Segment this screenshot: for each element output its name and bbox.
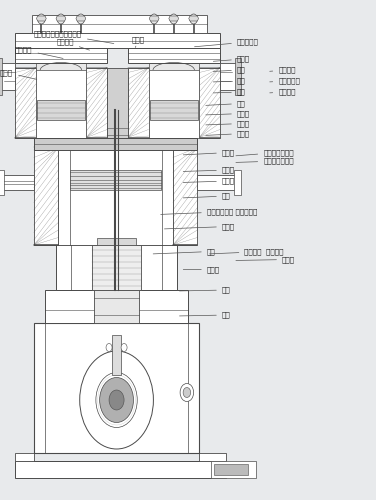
Polygon shape	[36, 16, 46, 21]
Polygon shape	[0, 62, 15, 90]
Polygon shape	[0, 58, 2, 95]
Circle shape	[109, 390, 124, 410]
Polygon shape	[32, 15, 207, 32]
Text: 开口销: 开口销	[236, 256, 295, 263]
Circle shape	[183, 388, 191, 398]
Bar	[86, 68, 107, 138]
Polygon shape	[112, 335, 121, 375]
Bar	[199, 68, 220, 138]
Text: 视油窗: 视油窗	[183, 266, 220, 273]
Polygon shape	[15, 461, 226, 477]
Polygon shape	[0, 175, 34, 190]
Bar	[34, 148, 58, 245]
Polygon shape	[94, 290, 139, 322]
Polygon shape	[169, 16, 179, 21]
Text: 机身: 机身	[183, 192, 230, 200]
Polygon shape	[220, 62, 237, 90]
Text: 导向环: 导向环	[206, 120, 250, 127]
Polygon shape	[37, 100, 85, 120]
Polygon shape	[211, 461, 256, 477]
Polygon shape	[15, 452, 34, 461]
Polygon shape	[189, 16, 199, 21]
Text: 活塞环: 活塞环	[183, 178, 235, 184]
Polygon shape	[235, 58, 241, 95]
Circle shape	[57, 14, 65, 24]
Text: 填料两: 填料两	[183, 166, 235, 173]
Circle shape	[100, 378, 133, 422]
Text: 填料箱: 填料箱	[183, 149, 235, 156]
Polygon shape	[45, 290, 188, 322]
Polygon shape	[15, 48, 107, 62]
Circle shape	[121, 344, 127, 351]
Text: 压阀架: 压阀架	[0, 69, 37, 80]
Bar	[128, 68, 149, 138]
Text: 气缸盖: 气缸盖	[213, 56, 250, 62]
Polygon shape	[149, 61, 199, 70]
Circle shape	[190, 14, 197, 24]
Text: 活塞: 活塞	[206, 100, 246, 107]
Polygon shape	[199, 452, 226, 461]
Circle shape	[96, 372, 137, 428]
Polygon shape	[150, 100, 198, 120]
Text: 填料箱下密封垫: 填料箱下密封垫	[236, 158, 294, 164]
Text: 压阀螺钉: 压阀螺钉	[15, 46, 63, 58]
Circle shape	[150, 14, 158, 24]
Polygon shape	[58, 148, 173, 245]
Text: 风管垫片: 风管垫片	[270, 88, 296, 96]
Polygon shape	[34, 322, 199, 452]
Text: 活塞杆上螺母止止进垫圈: 活塞杆上螺母止止进垫圈	[34, 30, 114, 44]
Text: 底座: 底座	[179, 312, 230, 318]
Text: 连杆: 连杆	[153, 248, 215, 255]
Text: 菱形螺母: 菱形螺母	[56, 38, 89, 50]
Text: 压阀框: 压阀框	[132, 36, 145, 48]
Text: 压阀板垫片: 压阀板垫片	[194, 38, 259, 47]
Bar	[15, 68, 36, 138]
Polygon shape	[149, 16, 159, 21]
Polygon shape	[70, 170, 161, 190]
Circle shape	[180, 384, 194, 402]
Text: 曲轴: 曲轴	[179, 286, 230, 294]
Circle shape	[170, 14, 177, 24]
Text: 连杆螺柱  连杆螺母: 连杆螺柱 连杆螺母	[209, 248, 284, 255]
Polygon shape	[76, 16, 86, 21]
Polygon shape	[15, 32, 220, 48]
Text: 气缸上垫片: 气缸上垫片	[270, 78, 300, 84]
Circle shape	[80, 351, 153, 449]
Bar	[173, 148, 197, 245]
Text: 活塞环: 活塞环	[206, 110, 250, 117]
Polygon shape	[234, 170, 241, 195]
Text: 十字头: 十字头	[164, 223, 235, 230]
Text: 填料箱上密封垫: 填料箱上密封垫	[236, 149, 294, 156]
Polygon shape	[197, 175, 235, 190]
Polygon shape	[128, 48, 220, 62]
Polygon shape	[56, 245, 177, 290]
Circle shape	[38, 14, 45, 24]
Polygon shape	[97, 238, 136, 245]
Text: 风管: 风管	[213, 88, 246, 96]
Polygon shape	[107, 68, 128, 150]
Polygon shape	[92, 245, 141, 290]
Text: 活塞杆下螺母 下止退垫圈: 活塞杆下螺母 下止退垫圈	[161, 208, 257, 215]
Polygon shape	[36, 61, 86, 70]
Text: 气缸: 气缸	[213, 78, 246, 84]
Polygon shape	[149, 68, 199, 138]
Circle shape	[77, 14, 85, 24]
Polygon shape	[56, 16, 66, 21]
Circle shape	[106, 344, 112, 351]
Text: 气阀: 气阀	[213, 66, 246, 73]
Text: 气阀垫片: 气阀垫片	[270, 66, 296, 73]
Polygon shape	[214, 464, 248, 475]
Polygon shape	[36, 68, 86, 138]
Text: 磁力环: 磁力环	[206, 130, 250, 137]
Polygon shape	[34, 138, 197, 150]
Polygon shape	[0, 170, 4, 195]
